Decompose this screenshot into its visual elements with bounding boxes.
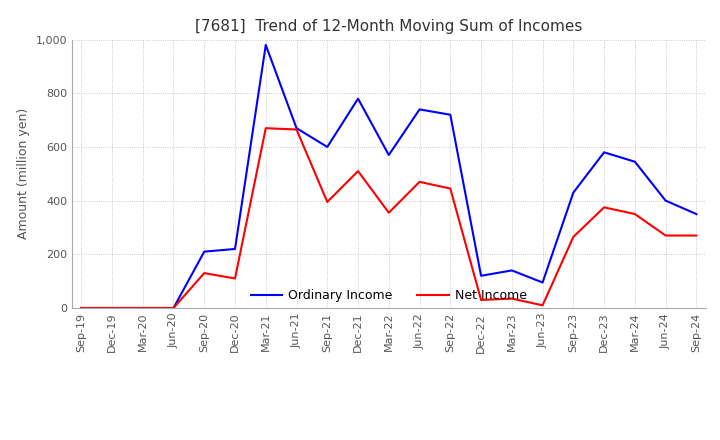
Net Income <box>292 127 301 132</box>
Ordinary Income <box>108 305 117 311</box>
Ordinary Income <box>661 198 670 203</box>
Net Income <box>261 125 270 131</box>
Net Income <box>108 305 117 311</box>
Ordinary Income <box>539 280 547 285</box>
Net Income <box>354 169 362 174</box>
Ordinary Income <box>415 107 424 112</box>
Net Income <box>661 233 670 238</box>
Net Income <box>446 186 454 191</box>
Net Income <box>508 296 516 301</box>
Ordinary Income <box>323 144 332 150</box>
Net Income <box>692 233 701 238</box>
Net Income <box>600 205 608 210</box>
Net Income <box>569 234 577 239</box>
Net Income <box>169 305 178 311</box>
Ordinary Income <box>477 273 485 279</box>
Ordinary Income <box>77 305 86 311</box>
Ordinary Income <box>569 190 577 195</box>
Net Income <box>539 303 547 308</box>
Y-axis label: Amount (million yen): Amount (million yen) <box>17 108 30 239</box>
Net Income <box>631 211 639 216</box>
Net Income <box>477 297 485 303</box>
Net Income <box>323 199 332 205</box>
Ordinary Income <box>600 150 608 155</box>
Title: [7681]  Trend of 12-Month Moving Sum of Incomes: [7681] Trend of 12-Month Moving Sum of I… <box>195 19 582 34</box>
Ordinary Income <box>508 268 516 273</box>
Ordinary Income <box>631 159 639 165</box>
Ordinary Income <box>354 96 362 101</box>
Ordinary Income <box>446 112 454 117</box>
Ordinary Income <box>200 249 209 254</box>
Ordinary Income <box>169 305 178 311</box>
Net Income <box>384 210 393 215</box>
Net Income <box>230 276 239 281</box>
Legend: Ordinary Income, Net Income: Ordinary Income, Net Income <box>246 284 532 307</box>
Net Income <box>415 179 424 184</box>
Ordinary Income <box>384 152 393 158</box>
Ordinary Income <box>261 42 270 48</box>
Line: Ordinary Income: Ordinary Income <box>81 45 696 308</box>
Ordinary Income <box>138 305 147 311</box>
Ordinary Income <box>292 125 301 131</box>
Ordinary Income <box>692 211 701 216</box>
Ordinary Income <box>230 246 239 252</box>
Net Income <box>77 305 86 311</box>
Net Income <box>138 305 147 311</box>
Line: Net Income: Net Income <box>81 128 696 308</box>
Net Income <box>200 271 209 276</box>
